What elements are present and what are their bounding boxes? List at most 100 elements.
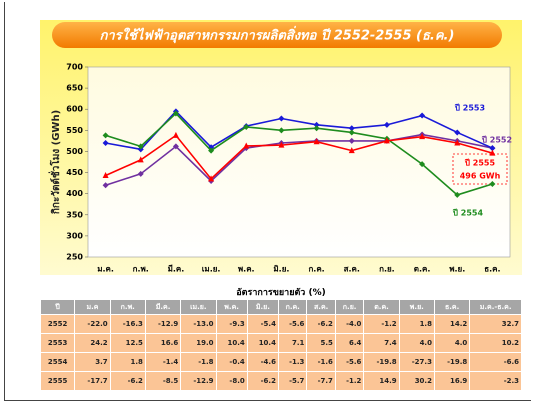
series-line — [105, 110, 493, 151]
point — [172, 143, 179, 150]
point — [383, 137, 390, 144]
x-tick-label: มี.ค. — [168, 264, 185, 274]
table-cell: -4.6 — [246, 352, 279, 372]
x-tick-label: ต.ค. — [414, 265, 431, 274]
table-row: 2554 3.7 1.8 -1.4 -1.8 -0.4 -4.6 -1.3 -1.6 -5.6 -1… — [39, 352, 522, 372]
point — [313, 138, 320, 145]
point — [172, 131, 179, 138]
point — [348, 137, 355, 144]
point — [243, 123, 250, 130]
point — [278, 141, 285, 148]
table-cell: 4.0 — [398, 333, 435, 353]
table-cell: 10.4 — [246, 333, 279, 353]
x-tick-label: ส.ค. — [344, 265, 360, 274]
table-cell: -8.5 — [144, 371, 182, 391]
table-cell: -27.3 — [398, 352, 435, 372]
point — [208, 147, 215, 154]
table-cell: -1.4 — [144, 352, 182, 372]
table-title: อัตราการขยายตัว (%) — [40, 285, 522, 299]
table-cell: 6.4 — [334, 333, 365, 353]
y-tick-label: 550 — [66, 126, 83, 135]
table-row: 2553 24.2 12.5 16.6 19.0 10.4 10.4 7.1 5.5 6.4 7.4… — [39, 333, 522, 353]
table-cell: 30.2 — [398, 371, 435, 391]
table-cell: -7.7 — [306, 371, 336, 391]
table-cell: -2.3 — [469, 371, 522, 391]
point — [243, 142, 250, 149]
table-cell: 16.9 — [433, 371, 471, 391]
table-cell: 7.4 — [363, 333, 400, 353]
table-cell: -16.3 — [109, 314, 146, 334]
point — [454, 139, 461, 146]
table-cell: -1.2 — [334, 371, 365, 391]
annotation: ปี 2552 — [481, 135, 512, 145]
table-cell: 2554 — [39, 352, 76, 372]
table-cell: 24.2 — [74, 333, 111, 353]
table-cell: 4.0 — [433, 333, 471, 353]
table-cell: 19.0 — [180, 333, 217, 353]
series-line — [105, 133, 493, 186]
header-cell: ส.ค. — [306, 299, 336, 315]
point — [348, 129, 355, 136]
table-cell: -1.6 — [306, 352, 336, 372]
point — [102, 132, 109, 139]
annotation: ปี 2553 — [454, 103, 485, 113]
annotation: ปี 2554 — [452, 208, 483, 218]
point — [419, 133, 426, 140]
header-cell: ก.พ. — [109, 299, 146, 315]
y-tick-label: 400 — [66, 189, 83, 198]
table-cell: 3.7 — [74, 352, 111, 372]
point — [348, 147, 355, 154]
table-cell: 10.4 — [215, 333, 248, 353]
table-cell: -1.2 — [363, 314, 400, 334]
table-cell: -5.6 — [277, 314, 308, 334]
series-line — [105, 134, 493, 181]
header-cell: ต.ค. — [363, 299, 400, 315]
header-cell: ม.ค — [74, 299, 111, 315]
point — [454, 191, 461, 198]
point — [137, 170, 144, 177]
table-cell: 14.9 — [363, 371, 400, 391]
table-cell: -5.6 — [334, 352, 365, 372]
plot-area — [87, 66, 511, 258]
point — [419, 161, 426, 168]
table-cell: 7.1 — [277, 333, 308, 353]
table-cell: -22.0 — [74, 314, 111, 334]
table-cell: -19.8 — [433, 352, 471, 372]
point — [348, 125, 355, 132]
header-cell: พ.ย. — [398, 299, 435, 315]
table-cell: 1.8 — [398, 314, 435, 334]
point — [102, 172, 109, 179]
point — [278, 115, 285, 122]
series-line — [105, 112, 493, 196]
table-cell: -12.9 — [144, 314, 182, 334]
table-cell: 1.8 — [109, 352, 146, 372]
y-tick-label: 500 — [66, 147, 83, 156]
y-tick-label: 450 — [66, 168, 83, 177]
header-cell: พ.ค. — [215, 299, 248, 315]
header-cell: เม.ย. — [180, 299, 217, 315]
chart-title: การใช้ไฟฟ้าอุตสาหกรรมการผลิตสิ่งทอ ปี 25… — [100, 26, 455, 44]
x-tick-label: ก.ค. — [308, 265, 324, 274]
x-tick-label: เม.ย. — [202, 265, 221, 274]
table-cell: -6.2 — [306, 314, 336, 334]
table-cell: -6.2 — [246, 371, 279, 391]
header-cell: ปี — [39, 299, 76, 315]
table-cell: -19.8 — [363, 352, 400, 372]
table-cell: 16.6 — [144, 333, 182, 353]
point — [489, 180, 496, 187]
header-cell: มิ.ย. — [246, 299, 279, 315]
x-tick-label: พ.ย. — [449, 265, 465, 274]
header-cell: ธ.ค. — [433, 299, 471, 315]
x-tick-label: ก.พ. — [133, 265, 149, 274]
point — [419, 112, 426, 119]
x-tick-label: ธ.ค. — [484, 265, 500, 274]
y-tick-label: 700 — [66, 63, 83, 72]
table-cell: 2552 — [39, 314, 76, 334]
chart: การใช้ไฟฟ้าอุตสาหกรรมการผลิตสิ่งทอ ปี 25… — [40, 20, 522, 275]
table-cell: -4.0 — [334, 314, 365, 334]
header-row: ปี ม.ค ก.พ. มี.ค. เม.ย. พ.ค. มิ.ย. ก.ค. ส.ค. ก.ย.… — [39, 299, 522, 315]
table-cell: 32.7 — [469, 314, 522, 334]
y-tick-label: 250 — [66, 253, 83, 262]
frame — [4, 2, 531, 401]
table-cell: 2555 — [39, 371, 76, 391]
